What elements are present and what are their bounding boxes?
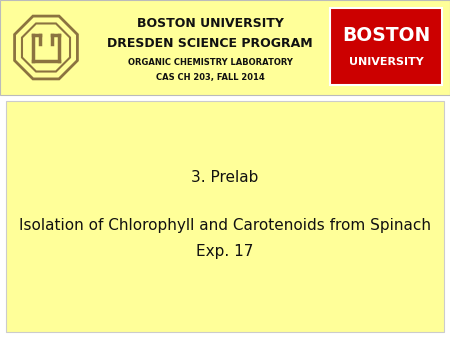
FancyBboxPatch shape — [330, 8, 442, 85]
Text: Exp. 17: Exp. 17 — [196, 244, 254, 259]
Text: CAS CH 203, FALL 2014: CAS CH 203, FALL 2014 — [156, 73, 265, 82]
Text: 3. Prelab: 3. Prelab — [191, 170, 259, 185]
Text: ORGANIC CHEMISTRY LABORATORY: ORGANIC CHEMISTRY LABORATORY — [127, 58, 292, 67]
Text: DRESDEN SCIENCE PROGRAM: DRESDEN SCIENCE PROGRAM — [107, 37, 313, 50]
Polygon shape — [22, 23, 70, 72]
Polygon shape — [14, 16, 77, 79]
Text: UNIVERSITY: UNIVERSITY — [349, 57, 423, 67]
FancyBboxPatch shape — [6, 101, 444, 332]
Text: BOSTON: BOSTON — [342, 26, 430, 45]
FancyBboxPatch shape — [0, 0, 450, 95]
Text: Isolation of Chlorophyll and Carotenoids from Spinach: Isolation of Chlorophyll and Carotenoids… — [19, 218, 431, 233]
Text: BOSTON UNIVERSITY: BOSTON UNIVERSITY — [136, 17, 284, 30]
